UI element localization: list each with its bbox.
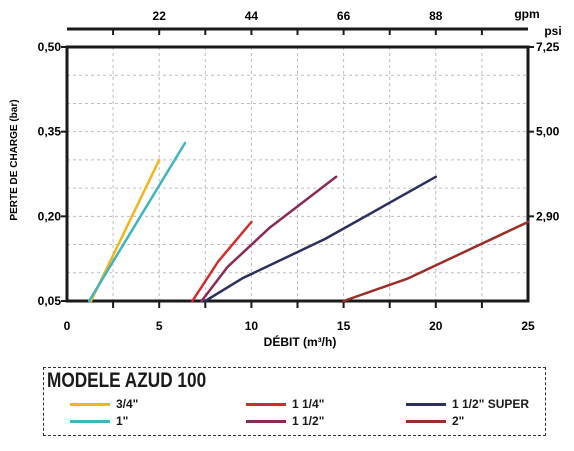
legend-item-1-1-2-super: 1 1/2" SUPER <box>406 397 529 411</box>
x-tick-label: 0 <box>64 319 71 333</box>
right-tick-label: 2,90 <box>536 209 560 223</box>
top-axis-unit: gpm <box>514 7 539 21</box>
series-lines <box>87 141 530 303</box>
x-tick-label: 5 <box>156 319 163 333</box>
top-tick-label: 22 <box>153 9 167 23</box>
series-line-5 <box>342 220 530 303</box>
y-tick-label: 0,35 <box>38 125 62 139</box>
legend-swatch-1-1-2-super <box>406 402 446 406</box>
grid-lines <box>67 47 528 301</box>
right-tick-label: 7,25 <box>536 40 560 54</box>
y-axis-label: PERTE DE CHARGE (bar) <box>9 99 20 220</box>
legend-label-2: 2" <box>452 414 465 428</box>
y-tick-label: 0,05 <box>38 294 62 308</box>
series-line-1 <box>87 141 187 303</box>
legend-swatch-1-1-2 <box>246 419 286 423</box>
legend-item-1-1-4: 1 1/4" <box>246 397 324 411</box>
y-tick-label: 0,20 <box>38 209 62 223</box>
top-tick-label: 44 <box>245 9 259 23</box>
legend-swatch-1-1-4 <box>246 402 286 406</box>
x-tick-label: 20 <box>429 319 443 333</box>
legend-label-1-1-2: 1 1/2" <box>292 414 325 428</box>
legend-label-1: 1" <box>116 414 129 428</box>
legend-title: MODELE AZUD 100 <box>47 369 207 392</box>
x-tick-label: 25 <box>521 319 535 333</box>
chart: 0 5 10 15 20 25 0,05 0,20 0,35 0,50 22 44 66 88 7,25 5,… <box>9 7 562 349</box>
legend-item-2: 2" <box>406 414 464 428</box>
legend-swatch-1 <box>70 419 110 423</box>
right-axis-unit: psi <box>544 24 561 38</box>
axis-ticks: 0 5 10 15 20 25 0,05 0,20 0,35 0,50 22 44 66 88 7,25 5,… <box>38 9 560 333</box>
legend-item-1-1-2: 1 1/2" <box>246 414 324 428</box>
legend-swatch-2 <box>406 419 446 423</box>
y-tick-label: 0,50 <box>38 40 62 54</box>
right-tick-label: 5,00 <box>536 125 560 139</box>
series-line-2 <box>191 220 253 303</box>
x-axis-label: DÉBIT (m³/h) <box>264 334 337 349</box>
top-tick-label: 88 <box>429 9 443 23</box>
legend-label-1-1-4: 1 1/4" <box>292 397 325 411</box>
legend-item-1: 1" <box>70 414 128 428</box>
legend: MODELE AZUD 100 3/4" 1" 1 1/4" 1 1/2" 1 … <box>43 367 546 436</box>
legend-label-1-1-2-super: 1 1/2" SUPER <box>452 397 530 411</box>
x-tick-label: 10 <box>245 319 259 333</box>
x-tick-label: 15 <box>337 319 351 333</box>
top-tick-label: 66 <box>337 9 351 23</box>
legend-label-3-4: 3/4" <box>116 397 139 411</box>
series-line-4 <box>204 175 438 303</box>
legend-swatch-3-4 <box>70 402 110 406</box>
series-line-3 <box>200 175 338 303</box>
legend-item-3-4: 3/4" <box>70 397 138 411</box>
